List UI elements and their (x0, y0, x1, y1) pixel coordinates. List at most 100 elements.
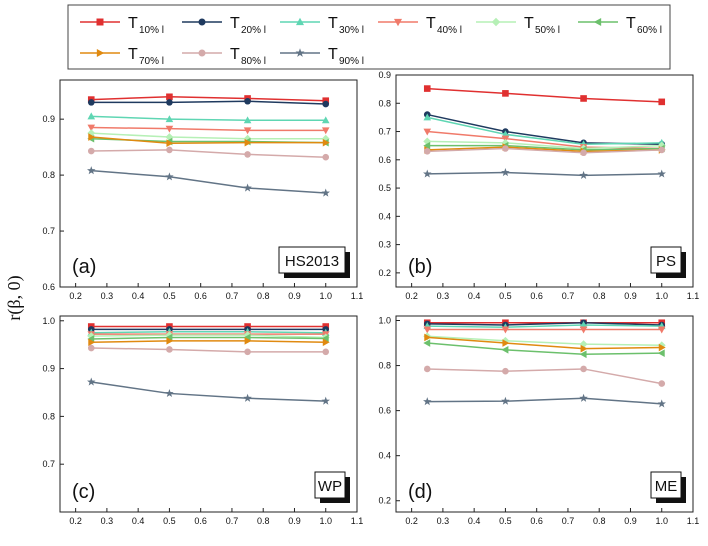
panel-letter: (c) (72, 481, 95, 503)
x-tick-label: 1.1 (351, 516, 364, 526)
series-line (427, 116, 662, 146)
legend-label-main: T (128, 46, 138, 63)
data-point (580, 344, 588, 353)
data-point (166, 337, 174, 345)
panel-c: 0.2 0.3 0.4 0.5 0.6 0.7 0.8 0.9 1.0 1.1 0.7 0.8 0.9 1… (42, 315, 364, 526)
tag-box (650, 246, 682, 274)
series-line (91, 149, 326, 158)
x-tick-label: 0.6 (530, 516, 543, 526)
legend-item-t40: T 40% l (378, 15, 462, 36)
series-t70 (88, 133, 330, 148)
data-point (423, 169, 432, 178)
dataset-tag: ME (655, 478, 678, 495)
y-tick-label: 0.7 (42, 459, 55, 469)
data-point (502, 367, 509, 375)
data-point (87, 99, 95, 106)
data-point (658, 146, 666, 154)
data-point (579, 350, 587, 359)
dataset-tag: HS2013 (285, 253, 339, 270)
series-t40 (87, 124, 330, 135)
plot-frame (395, 315, 694, 513)
series-line (427, 324, 662, 329)
data-point (657, 399, 666, 408)
legend-label-main: T (328, 46, 338, 63)
y-tick-label: 0.8 (378, 361, 391, 371)
data-point (579, 170, 588, 179)
data-point (88, 338, 96, 347)
y-tick-label: 0.8 (42, 411, 55, 421)
x-tick-label: 0.2 (405, 516, 418, 526)
data-point (580, 95, 587, 102)
y-tick-label: 0.6 (42, 282, 55, 292)
data-point (424, 333, 432, 342)
data-point (244, 348, 251, 356)
series-line (427, 336, 662, 350)
y-tick-label: 0.7 (42, 226, 55, 236)
data-point (243, 183, 252, 192)
series-t50 (423, 332, 666, 350)
series-t80 (423, 365, 666, 387)
data-point (423, 141, 431, 150)
x-tick-label: 0.7 (562, 291, 575, 301)
x-tick-label: 0.2 (69, 516, 82, 526)
legend-marker-square (96, 18, 104, 26)
data-point (243, 393, 252, 402)
x-tick-label: 0.6 (194, 516, 207, 526)
x-tick-label: 0.8 (257, 516, 270, 526)
data-point (423, 137, 432, 146)
x-tick-label: 0.7 (226, 516, 239, 526)
legend-item-t70: T 70% l (80, 46, 164, 67)
legend-label-sub: 80% l (241, 56, 266, 67)
data-point (502, 90, 509, 97)
x-tick-label: 1.0 (319, 516, 332, 526)
legend-label-main: T (128, 15, 138, 32)
series-line (91, 115, 326, 122)
legend-label-sub: 50% l (535, 25, 560, 36)
series-line (427, 140, 662, 150)
data-point (423, 365, 431, 373)
legend-label-sub: 60% l (637, 25, 662, 36)
legend-label-main: T (426, 15, 436, 32)
tag-box (650, 471, 682, 499)
data-point (321, 134, 330, 143)
data-point (579, 340, 588, 349)
series-line (91, 334, 326, 339)
x-tick-label: 1.1 (687, 516, 700, 526)
data-point (423, 339, 431, 347)
x-tick-label: 0.2 (405, 291, 418, 301)
data-point (501, 326, 510, 334)
data-point (502, 339, 510, 347)
x-tick-label: 0.4 (468, 516, 481, 526)
x-tick-label: 0.3 (437, 516, 450, 526)
x-tick-label: 1.1 (351, 291, 364, 301)
legend-label-main: T (626, 15, 636, 32)
x-tick-label: 0.9 (288, 516, 301, 526)
x-tick-label: 0.4 (132, 291, 145, 301)
y-tick-label: 0.9 (378, 70, 391, 80)
series-line (91, 100, 326, 105)
data-point (580, 149, 587, 157)
tag-box (278, 246, 346, 274)
x-tick-label: 0.3 (101, 516, 114, 526)
data-point (423, 128, 432, 136)
data-point (243, 134, 252, 143)
series-line (91, 136, 326, 144)
data-point (243, 127, 252, 135)
series-t90 (87, 166, 330, 197)
tag-box (314, 471, 346, 499)
series-t60 (87, 134, 329, 147)
panels: 0.2 0.3 0.4 0.5 0.6 0.7 0.8 0.9 1.0 1.1 0.6 0.7 0.8 0… (42, 70, 699, 526)
legend-item-t60: T 60% l (578, 15, 662, 36)
y-tick-label: 0.2 (378, 268, 391, 278)
y-tick-label: 0.6 (378, 155, 391, 165)
x-tick-label: 0.5 (163, 516, 176, 526)
legend-label-sub: 10% l (139, 25, 164, 36)
data-point (501, 138, 510, 147)
series-line (427, 342, 662, 356)
data-point (423, 148, 431, 155)
series-t20 (87, 97, 330, 108)
legend-label-main: T (524, 15, 534, 32)
x-tick-label: 0.3 (101, 291, 114, 301)
y-tick-label: 0.8 (42, 170, 55, 180)
data-point (322, 97, 330, 104)
